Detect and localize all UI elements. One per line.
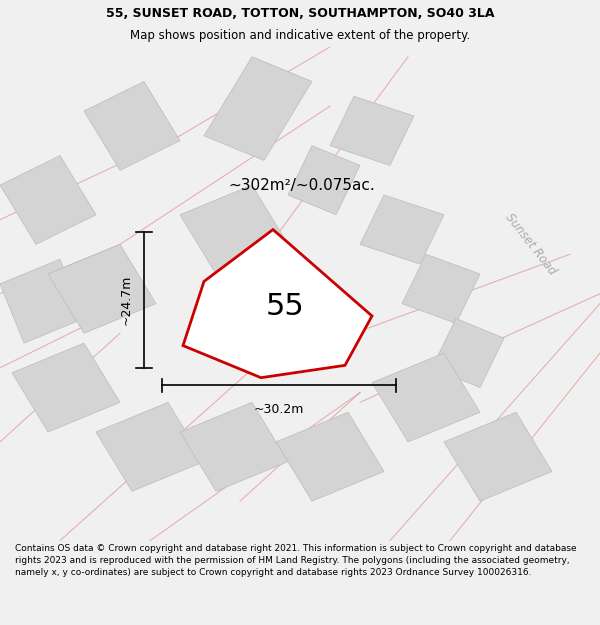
Text: Contains OS data © Crown copyright and database right 2021. This information is : Contains OS data © Crown copyright and d… <box>15 544 577 577</box>
Polygon shape <box>180 185 288 274</box>
Text: Sunset Road: Sunset Road <box>503 211 559 278</box>
Polygon shape <box>444 412 552 501</box>
Polygon shape <box>402 254 480 323</box>
Polygon shape <box>372 353 480 442</box>
Polygon shape <box>0 156 96 244</box>
Polygon shape <box>180 402 288 491</box>
Polygon shape <box>330 96 414 166</box>
Text: 55: 55 <box>266 292 304 321</box>
Polygon shape <box>276 412 384 501</box>
Text: ~30.2m: ~30.2m <box>254 403 304 416</box>
Text: ~24.7m: ~24.7m <box>119 275 133 325</box>
Polygon shape <box>288 146 360 215</box>
Text: 55, SUNSET ROAD, TOTTON, SOUTHAMPTON, SO40 3LA: 55, SUNSET ROAD, TOTTON, SOUTHAMPTON, SO… <box>106 7 494 19</box>
Text: Map shows position and indicative extent of the property.: Map shows position and indicative extent… <box>130 29 470 42</box>
Polygon shape <box>0 259 84 343</box>
Polygon shape <box>183 229 372 378</box>
Polygon shape <box>360 195 444 264</box>
Text: ~302m²/~0.075ac.: ~302m²/~0.075ac. <box>228 177 375 192</box>
Polygon shape <box>204 57 312 161</box>
Polygon shape <box>48 244 156 333</box>
Polygon shape <box>12 343 120 432</box>
Polygon shape <box>96 402 204 491</box>
Polygon shape <box>432 318 504 388</box>
Polygon shape <box>84 81 180 170</box>
